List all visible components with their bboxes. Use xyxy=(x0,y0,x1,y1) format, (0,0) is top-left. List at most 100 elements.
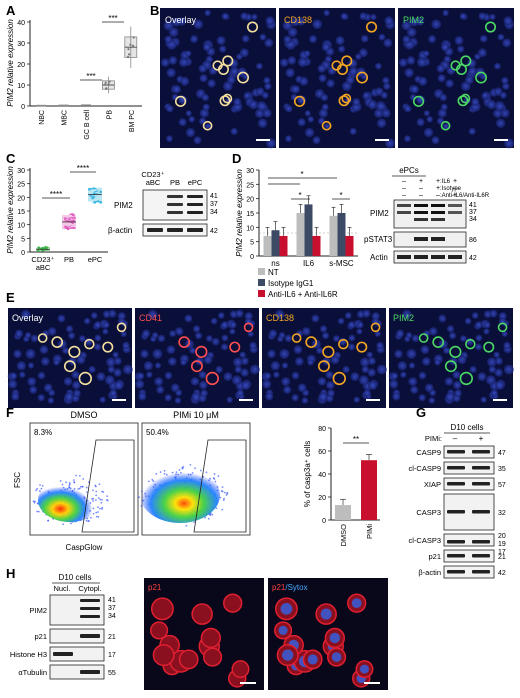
flow-event xyxy=(37,510,40,513)
nucleus xyxy=(226,396,233,403)
marker: 42 xyxy=(469,255,477,262)
nucleus xyxy=(302,327,311,336)
nucleus xyxy=(320,93,329,102)
nucleus xyxy=(429,327,438,336)
nucleus xyxy=(201,93,210,102)
blot-band xyxy=(447,570,465,574)
nucleus xyxy=(240,357,249,365)
nucleus xyxy=(394,349,403,359)
nucleus xyxy=(499,91,507,99)
nucleus xyxy=(312,19,323,30)
x-tick-label: PIMi xyxy=(365,524,374,539)
data-point xyxy=(66,218,72,221)
nucleus xyxy=(53,359,60,366)
nucleus xyxy=(152,348,163,359)
nucleus xyxy=(229,328,236,335)
condition-sign: – xyxy=(402,178,406,185)
flow-event xyxy=(226,492,229,495)
panel-b-images: Overlay CD138 PIM2 xyxy=(160,8,514,149)
bar xyxy=(361,460,377,520)
nucleus xyxy=(502,38,512,48)
y-tick-label: 40 xyxy=(17,20,25,27)
nucleus xyxy=(319,325,328,333)
nucleus xyxy=(248,100,259,110)
nucleus xyxy=(371,312,380,321)
nucleus xyxy=(418,371,427,380)
y-tick-label: 0 xyxy=(250,254,254,261)
nucleus xyxy=(363,92,370,99)
nucleus xyxy=(460,335,467,342)
nucleus xyxy=(230,66,239,76)
bar xyxy=(312,235,321,256)
nucleus xyxy=(164,35,173,44)
marker: 21 xyxy=(108,634,116,641)
stained-cell xyxy=(412,95,425,107)
nucleus xyxy=(469,365,477,374)
stained-cell xyxy=(331,60,342,71)
nucleus xyxy=(236,389,244,397)
nucleus xyxy=(406,348,417,359)
nucleus xyxy=(244,92,251,99)
nucleus xyxy=(247,330,254,337)
nucleus xyxy=(221,334,229,342)
panel-e-label-overlay: Overlay xyxy=(12,313,44,323)
panel-d-blot-row-actin: Actin xyxy=(370,253,388,262)
nucleus xyxy=(297,57,308,67)
scale-bar xyxy=(239,399,253,401)
nucleus xyxy=(501,330,508,337)
nucleus xyxy=(381,108,391,118)
nucleus xyxy=(353,396,360,403)
nucleus xyxy=(68,332,76,340)
nucleus xyxy=(112,351,119,358)
flow-event xyxy=(105,499,108,501)
stained-cell xyxy=(450,60,461,71)
data-point xyxy=(127,48,130,51)
nucleus xyxy=(322,332,330,340)
nucleus xyxy=(471,98,480,106)
cell xyxy=(150,597,174,621)
scale-bar xyxy=(364,682,380,684)
panel-c-sig-1: **** xyxy=(50,190,62,199)
condition-sign: – xyxy=(453,185,457,192)
panel-f-xlabel: CaspGlow xyxy=(66,543,103,552)
nucleus xyxy=(166,68,176,78)
panel-f-title-dmso: DMSO xyxy=(71,410,98,420)
nucleus xyxy=(318,392,328,402)
nucleus xyxy=(193,19,204,30)
nucleus xyxy=(488,365,496,374)
nucleus xyxy=(188,115,195,123)
y-tick-label: 0 xyxy=(21,250,25,257)
blot-row-label: p21 xyxy=(34,632,47,641)
data-point xyxy=(41,246,44,250)
nucleus xyxy=(397,361,407,371)
blot-row-label: CASP9 xyxy=(416,448,441,457)
panel-c-sig-2: **** xyxy=(77,164,89,173)
nucleus xyxy=(108,309,117,318)
nucleus xyxy=(349,66,358,76)
y-tick-label: 20 xyxy=(17,62,25,69)
nucleus xyxy=(485,375,496,385)
flow-event xyxy=(87,520,90,523)
nucleus xyxy=(16,361,26,371)
stained-cell xyxy=(332,371,346,386)
nucleus xyxy=(57,314,66,323)
nucleus xyxy=(234,365,242,374)
y-tick-label: 60 xyxy=(318,449,326,456)
nucleus xyxy=(259,33,267,41)
nucleus xyxy=(279,58,289,67)
panel-d-blot-row-pim2: PIM2 xyxy=(370,209,389,218)
nucleus xyxy=(329,632,341,644)
nucleus xyxy=(180,359,187,366)
nucleus xyxy=(322,43,330,52)
nucleus xyxy=(416,57,427,67)
marker: 34 xyxy=(210,209,218,216)
panel-f-ylabel: FSC xyxy=(13,472,22,488)
blot-row-label: PIM2 xyxy=(29,606,47,615)
blot-band xyxy=(80,634,100,638)
y-tick-label: 15 xyxy=(17,209,25,216)
marker: 42 xyxy=(210,228,218,235)
nucleus xyxy=(221,12,229,20)
nucleus xyxy=(479,34,488,43)
marker: 35 xyxy=(498,466,506,473)
stained-cell xyxy=(418,333,429,343)
